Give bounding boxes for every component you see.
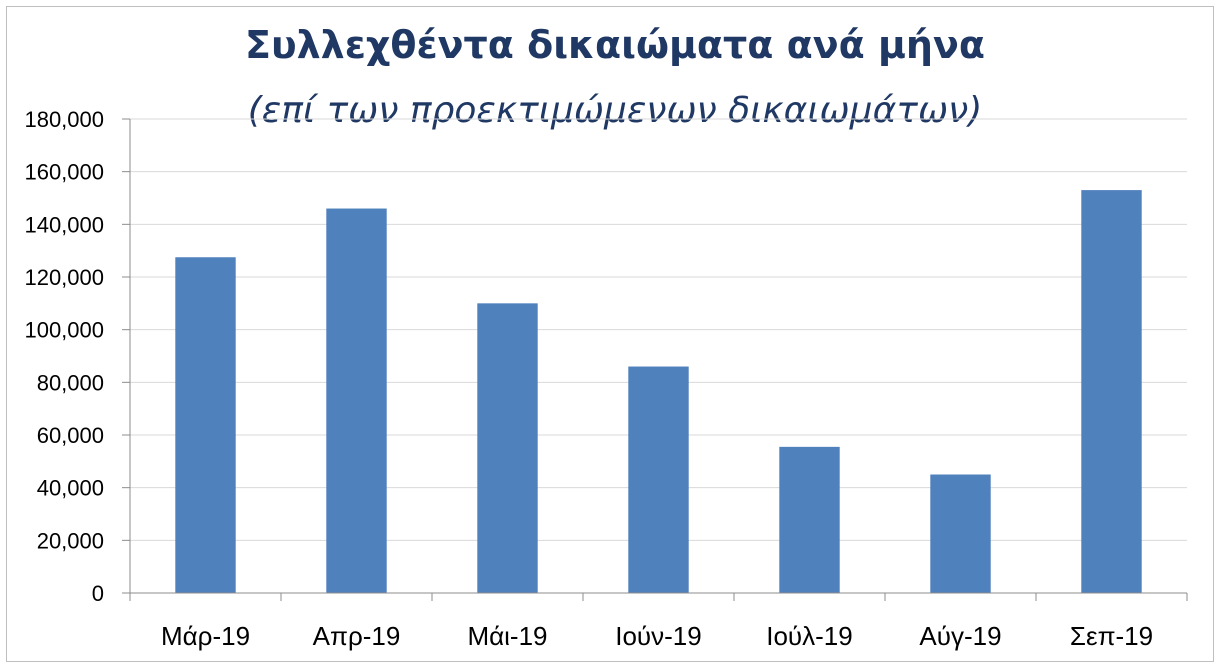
bar — [477, 303, 538, 593]
x-tick-label: Μάι-19 — [467, 621, 547, 651]
bar — [628, 366, 689, 593]
x-tick-label: Ιούν-19 — [615, 621, 701, 651]
y-tick-label: 60,000 — [37, 423, 104, 448]
y-tick-label: 180,000 — [24, 107, 104, 132]
y-tick-label: 100,000 — [24, 318, 104, 343]
x-tick-label: Αύγ-19 — [919, 621, 1001, 651]
y-tick-label: 160,000 — [24, 160, 104, 185]
chart-title: Συλλεχθέντα δικαιώματα ανά μήνα — [245, 23, 985, 67]
y-tick-label: 140,000 — [24, 212, 104, 237]
gridlines — [130, 118, 1187, 541]
chart-subtitle: (επί των προεκτιμώμενων δικαιωμάτων) — [248, 90, 983, 131]
bar — [175, 257, 236, 593]
bar — [779, 446, 840, 593]
bar — [1081, 190, 1142, 593]
bar — [326, 208, 387, 594]
bars — [175, 190, 1142, 594]
y-tick-label: 80,000 — [37, 370, 104, 395]
x-tick-label: Σεπ-19 — [1070, 621, 1153, 651]
x-tick-label: Ιούλ-19 — [766, 621, 852, 651]
axis-labels: 0 20,000 40,000 60,000 80,000 100,000 120,000 1… — [24, 107, 1153, 651]
x-tick-label: Μάρ-19 — [161, 621, 250, 651]
axes — [122, 118, 1188, 601]
y-tick-label: 120,000 — [24, 265, 104, 290]
y-tick-label: 20,000 — [37, 528, 104, 553]
y-tick-label: 40,000 — [37, 476, 104, 501]
y-tick-label: 0 — [92, 581, 104, 606]
bar — [930, 474, 991, 593]
x-tick-label: Απρ-19 — [313, 621, 401, 651]
